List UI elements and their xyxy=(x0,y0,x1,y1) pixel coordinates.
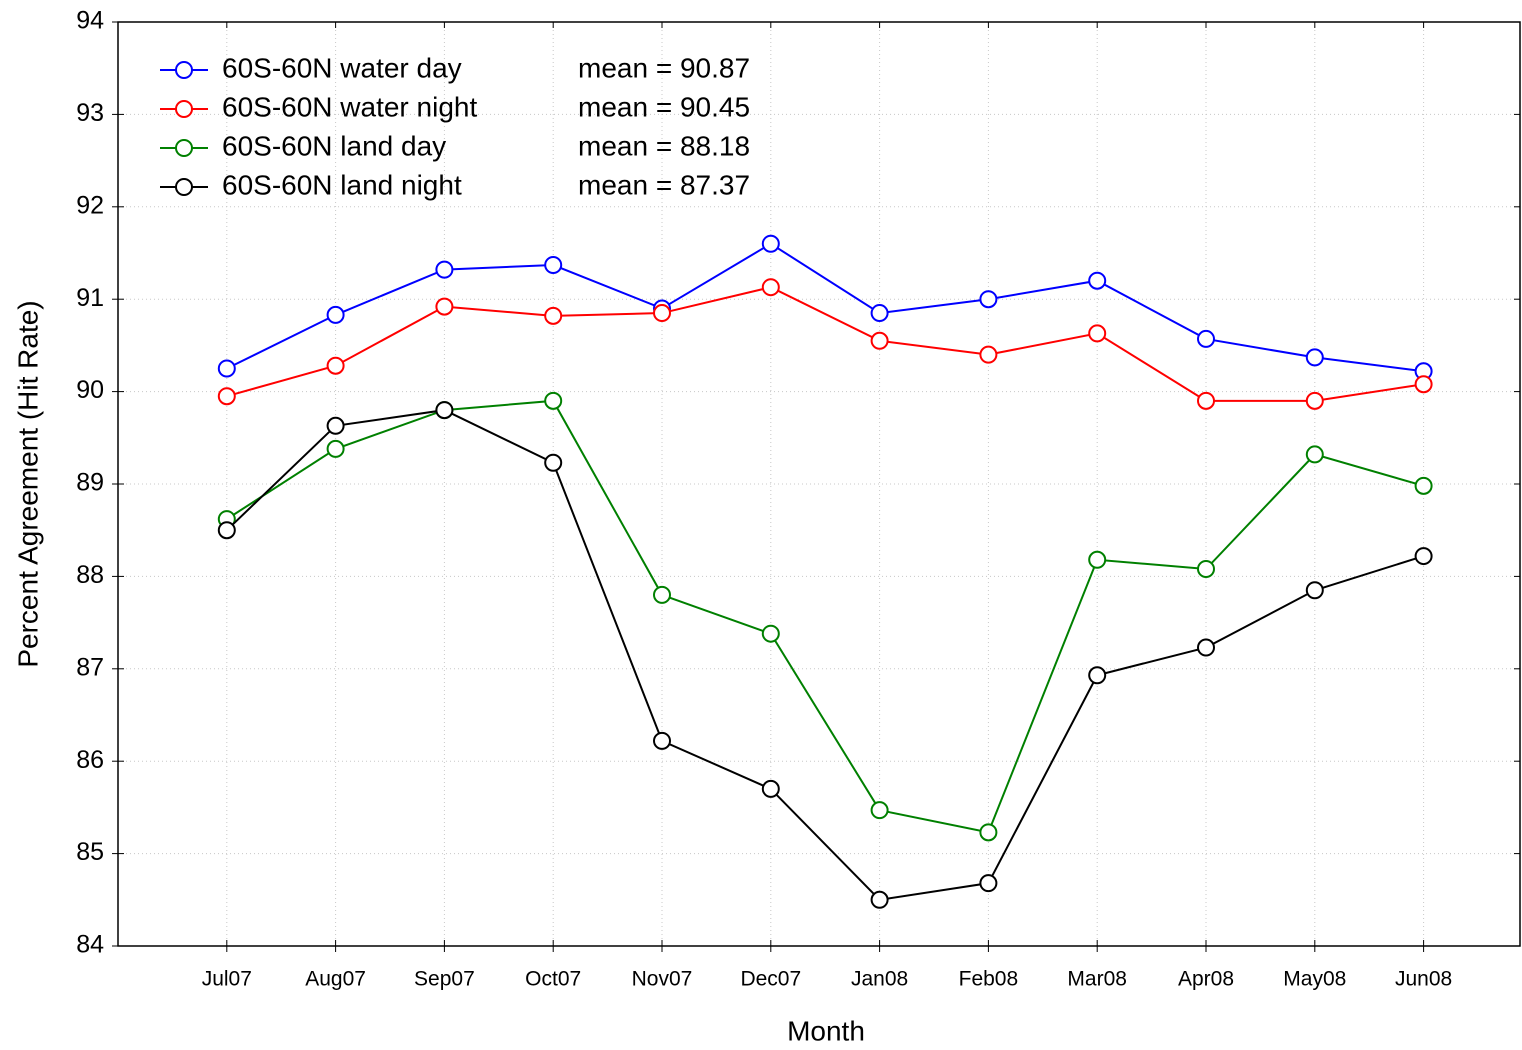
y-tick-label: 85 xyxy=(76,838,104,866)
data-point xyxy=(217,387,236,406)
y-tick-label: 92 xyxy=(76,191,104,219)
x-tick-label: Jan08 xyxy=(851,968,908,991)
y-tick-label: 94 xyxy=(76,7,104,35)
data-point xyxy=(544,391,563,410)
legend-mean: mean = 90.87 xyxy=(578,52,750,83)
data-point xyxy=(761,278,780,297)
legend-label: 60S-60N land day xyxy=(222,130,446,161)
data-point xyxy=(217,359,236,378)
legend-label: 60S-60N land night xyxy=(222,169,462,200)
data-point xyxy=(435,297,454,316)
legend-marker xyxy=(175,61,193,79)
y-tick-label: 84 xyxy=(76,931,104,959)
data-point xyxy=(1197,638,1215,657)
data-point xyxy=(979,874,998,893)
data-point xyxy=(870,331,889,350)
x-tick-label: Oct07 xyxy=(525,968,581,991)
data-point xyxy=(653,585,671,604)
x-tick-label: Feb08 xyxy=(959,968,1019,991)
x-tick-label: Dec07 xyxy=(740,968,801,991)
y-tick-label: 91 xyxy=(76,284,104,312)
y-tick-label: 89 xyxy=(76,469,104,497)
data-point xyxy=(326,305,345,324)
legend-label: 60S-60N water day xyxy=(222,52,462,83)
data-point xyxy=(1414,476,1433,495)
data-point xyxy=(870,890,889,909)
data-point xyxy=(979,823,998,842)
data-point xyxy=(979,345,998,364)
legend-marker xyxy=(175,100,193,118)
y-axis-label: Percent Agreement (Hit Rate) xyxy=(12,300,43,667)
x-tick-label: Sep07 xyxy=(414,968,475,991)
data-point xyxy=(1197,391,1215,410)
legend-mean: mean = 87.37 xyxy=(578,169,750,200)
data-point xyxy=(653,304,671,323)
data-point xyxy=(544,306,563,325)
data-point xyxy=(1305,348,1324,367)
x-tick-label: Nov07 xyxy=(632,968,693,991)
data-point xyxy=(653,731,671,750)
data-point xyxy=(979,290,998,309)
y-tick-label: 88 xyxy=(76,561,104,589)
legend-marker xyxy=(175,178,193,196)
y-tick-label: 86 xyxy=(76,746,104,774)
data-point xyxy=(1305,445,1324,464)
data-point xyxy=(1305,391,1324,410)
data-point xyxy=(435,260,454,279)
series-line xyxy=(226,286,1424,402)
data-point xyxy=(761,779,780,798)
series-line xyxy=(226,399,1424,834)
x-tick-label: Apr08 xyxy=(1178,968,1234,991)
data-point xyxy=(1197,329,1215,348)
data-point xyxy=(1088,324,1107,343)
x-tick-label: Jun08 xyxy=(1395,968,1452,991)
data-point xyxy=(326,356,345,375)
y-tick-label: 87 xyxy=(76,653,104,681)
plot-frame xyxy=(117,21,1521,947)
data-point xyxy=(1088,666,1107,685)
x-tick-label: Jul07 xyxy=(202,968,252,991)
legend-mean: mean = 88.18 xyxy=(578,130,750,161)
data-point xyxy=(435,401,454,420)
x-axis-label: Month xyxy=(787,1015,865,1046)
series-line xyxy=(226,242,1424,373)
data-point xyxy=(1197,560,1215,579)
data-point xyxy=(1305,581,1324,600)
data-point xyxy=(761,234,780,253)
x-tick-label: Aug07 xyxy=(305,968,366,991)
x-tick-label: May08 xyxy=(1283,968,1346,991)
data-point xyxy=(761,624,780,643)
data-point xyxy=(217,521,236,540)
data-point xyxy=(1414,547,1433,566)
data-point xyxy=(870,801,889,820)
y-tick-label: 93 xyxy=(76,99,104,127)
data-point xyxy=(326,439,345,458)
y-tick-label: 90 xyxy=(76,376,104,404)
data-point xyxy=(544,453,563,472)
data-point xyxy=(326,416,345,435)
x-tick-label: Mar08 xyxy=(1067,968,1127,991)
data-point xyxy=(1088,550,1107,569)
legend-mean: mean = 90.45 xyxy=(578,91,750,122)
legend-label: 60S-60N water night xyxy=(222,91,477,122)
series-line xyxy=(226,409,1424,901)
data-point xyxy=(870,304,889,323)
data-point xyxy=(1414,375,1433,394)
data-point xyxy=(544,256,563,275)
legend-marker xyxy=(175,139,193,157)
data-point xyxy=(1088,271,1107,290)
